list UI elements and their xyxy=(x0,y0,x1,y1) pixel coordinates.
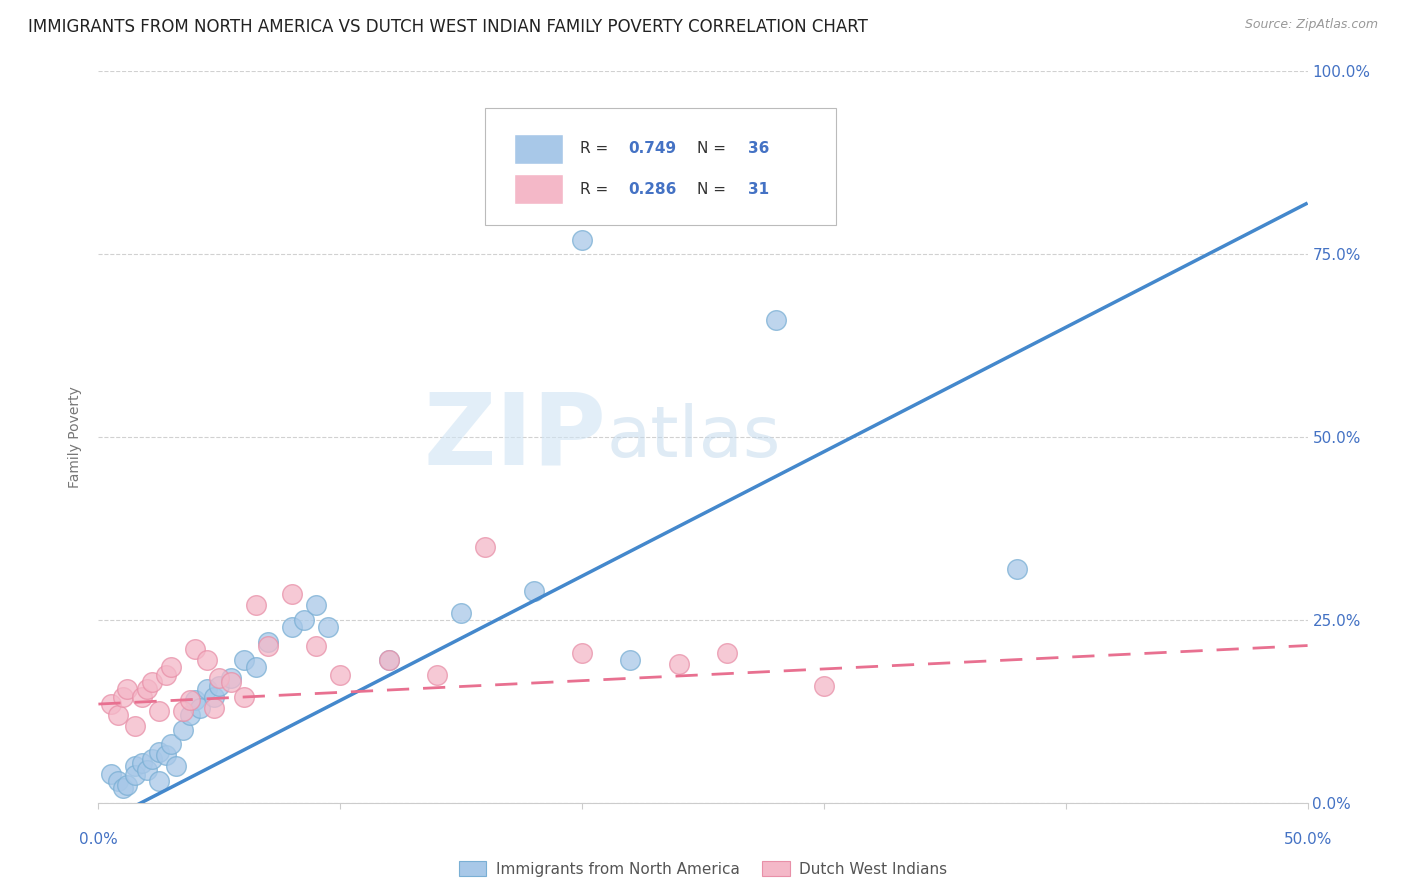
Point xyxy=(160,737,183,751)
Point xyxy=(765,313,787,327)
Point xyxy=(256,639,278,653)
Point xyxy=(141,752,163,766)
Point xyxy=(179,708,201,723)
Text: atlas: atlas xyxy=(606,402,780,472)
Point xyxy=(245,660,267,674)
Point xyxy=(450,606,472,620)
Point xyxy=(716,646,738,660)
Point xyxy=(221,675,243,690)
Point xyxy=(172,705,194,719)
Text: 0.0%: 0.0% xyxy=(79,832,118,847)
Point xyxy=(377,653,399,667)
Point xyxy=(232,690,254,704)
Point xyxy=(426,667,449,681)
Point xyxy=(292,613,315,627)
Point xyxy=(329,667,352,681)
Text: N =: N = xyxy=(697,182,731,196)
Text: 31: 31 xyxy=(748,182,769,196)
Point xyxy=(135,682,157,697)
Point xyxy=(184,693,207,707)
Point xyxy=(245,599,267,613)
Text: Source: ZipAtlas.com: Source: ZipAtlas.com xyxy=(1244,18,1378,31)
Point xyxy=(1007,562,1029,576)
Legend: Immigrants from North America, Dutch West Indians: Immigrants from North America, Dutch Wes… xyxy=(453,855,953,883)
Point xyxy=(474,540,496,554)
Point xyxy=(188,700,211,714)
Point xyxy=(204,690,226,704)
Point xyxy=(111,690,134,704)
Point xyxy=(107,708,129,723)
Point xyxy=(148,705,170,719)
Point xyxy=(232,653,254,667)
Point xyxy=(305,599,328,613)
FancyBboxPatch shape xyxy=(515,135,562,163)
Point xyxy=(221,672,243,686)
Point xyxy=(195,682,218,697)
Point xyxy=(172,723,194,737)
Point xyxy=(281,587,304,601)
Point xyxy=(160,660,183,674)
Y-axis label: Family Poverty: Family Poverty xyxy=(69,386,83,488)
Point xyxy=(195,653,218,667)
Point xyxy=(131,690,153,704)
Point xyxy=(135,763,157,777)
FancyBboxPatch shape xyxy=(515,175,562,203)
Point xyxy=(668,657,690,671)
Point xyxy=(100,697,122,711)
Point xyxy=(117,682,139,697)
Point xyxy=(813,679,835,693)
Point xyxy=(305,639,328,653)
Point xyxy=(155,748,177,763)
Text: N =: N = xyxy=(697,142,731,156)
Point xyxy=(377,653,399,667)
Point xyxy=(107,773,129,788)
Point xyxy=(117,777,139,792)
Point xyxy=(316,620,339,634)
Point xyxy=(208,679,231,693)
Point xyxy=(124,759,146,773)
Point xyxy=(208,672,231,686)
Point xyxy=(184,642,207,657)
Text: 0.286: 0.286 xyxy=(628,182,676,196)
Point xyxy=(131,756,153,770)
Point xyxy=(256,635,278,649)
Point xyxy=(124,768,146,782)
Point xyxy=(619,653,641,667)
Text: IMMIGRANTS FROM NORTH AMERICA VS DUTCH WEST INDIAN FAMILY POVERTY CORRELATION CH: IMMIGRANTS FROM NORTH AMERICA VS DUTCH W… xyxy=(28,18,868,36)
Point xyxy=(281,620,304,634)
Point xyxy=(141,675,163,690)
Text: 36: 36 xyxy=(748,142,769,156)
Text: R =: R = xyxy=(579,142,613,156)
Point xyxy=(571,233,593,247)
Point xyxy=(571,646,593,660)
Point xyxy=(148,745,170,759)
Point xyxy=(523,583,546,598)
Point xyxy=(148,773,170,788)
Text: 0.749: 0.749 xyxy=(628,142,676,156)
Point xyxy=(165,759,187,773)
Point xyxy=(155,667,177,681)
Point xyxy=(124,719,146,733)
Point xyxy=(179,693,201,707)
Text: ZIP: ZIP xyxy=(423,389,606,485)
Text: 50.0%: 50.0% xyxy=(1284,832,1331,847)
Point xyxy=(204,700,226,714)
Point xyxy=(100,766,122,780)
Text: R =: R = xyxy=(579,182,613,196)
Point xyxy=(111,781,134,796)
FancyBboxPatch shape xyxy=(485,108,837,225)
